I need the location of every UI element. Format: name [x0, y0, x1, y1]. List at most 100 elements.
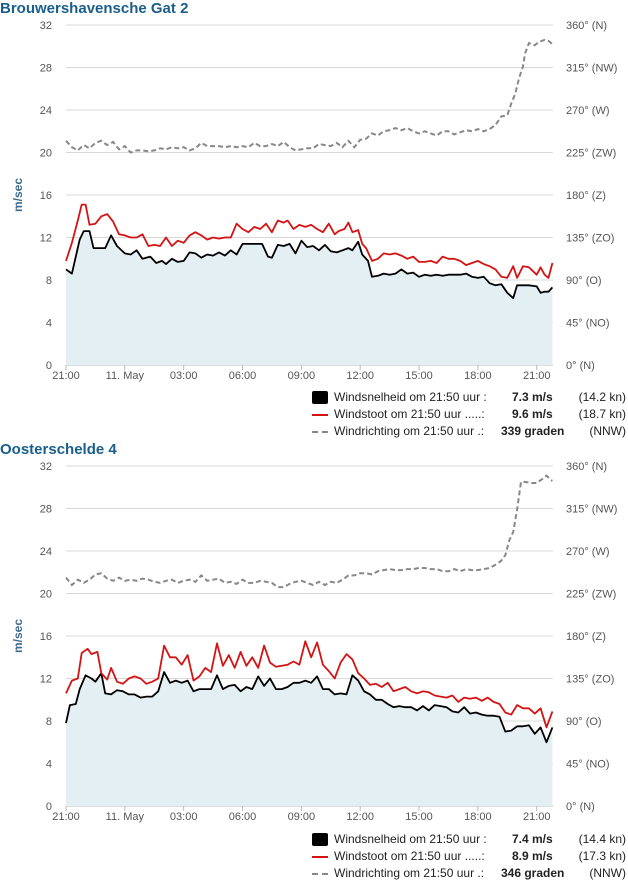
legend-item-windstoot[interactable]: Windstoot om 21:50 uur .....: 8.9 m/s (1…	[312, 848, 628, 865]
station-title: Brouwershavensche Gat 2	[0, 0, 189, 17]
y2-tick-label: 360° (N)	[566, 461, 607, 473]
y2-tick-label: 315° (NW)	[566, 63, 617, 75]
legend-unit: (14.4 kn)	[578, 832, 626, 846]
y2-tick-label: 90° (O)	[566, 275, 602, 287]
x-tick-label: 12:00	[346, 811, 374, 823]
x-tick-label: 21:00	[523, 370, 551, 382]
y2-tick-label: 180° (Z)	[566, 631, 606, 643]
legend-label: Windrichting om 21:50 uur .:	[334, 424, 485, 438]
legend-unit: (NNW)	[589, 424, 626, 438]
y-tick-label: 4	[46, 318, 52, 330]
windsnelheid-area	[66, 231, 553, 365]
legend-value: 7.4 m/s	[512, 832, 553, 846]
x-tick-label: 21:00	[52, 811, 80, 823]
legend-label: Windstoot om 21:50 uur .....:	[334, 849, 485, 863]
legend-value: 339 graden	[501, 424, 565, 438]
y2-tick-label: 0° (N)	[566, 360, 595, 372]
windsnelheid-series-line	[65, 671, 554, 744]
y-tick-label: 8	[46, 716, 52, 728]
windsnelheid-area	[66, 672, 553, 806]
y2-tick-label: 45° (NO)	[566, 318, 610, 330]
y-tick-label: 8	[46, 275, 52, 287]
x-tick-label: 21:00	[523, 811, 551, 823]
y-tick-label: 16	[40, 631, 52, 643]
station-panel-2: Oosterschelde 4 0 0° (N) 4 45° (NO) 8 90° (O)…	[0, 441, 628, 882]
x-tick-label: 09:00	[288, 811, 316, 823]
black-box-icon	[312, 833, 328, 846]
y-tick-label: 16	[40, 190, 52, 202]
legend-value: 8.9 m/s	[512, 849, 553, 863]
y2-tick-label: 225° (ZW)	[566, 148, 616, 160]
y2-tick-label: 270° (W)	[566, 105, 610, 117]
x-tick-label: 06:00	[229, 370, 257, 382]
y-tick-label: 12	[40, 233, 52, 245]
y-tick-label: 24	[40, 105, 52, 117]
x-tick-label: 21:00	[52, 370, 80, 382]
chart-legend: Windsnelheid om 21:50 uur : 7.4 m/s (14.…	[312, 831, 628, 882]
x-tick-label: 18:00	[464, 370, 492, 382]
x-tick-label: 03:00	[170, 811, 198, 823]
legend-value: 9.6 m/s	[512, 407, 553, 421]
x-tick-label: 12:00	[346, 370, 374, 382]
windrichting-series-line	[65, 38, 554, 154]
x-tick-label: 11. May	[106, 370, 145, 382]
y2-tick-label: 225° (ZW)	[566, 589, 616, 601]
x-tick-label: 06:00	[229, 811, 257, 823]
y-tick-label: 24	[40, 546, 52, 558]
legend-unit: (14.2 kn)	[578, 390, 626, 404]
legend-value: 7.3 m/s	[512, 390, 553, 404]
legend-label: Windrichting om 21:50 uur .:	[334, 866, 485, 880]
y-tick-label: 12	[40, 674, 52, 686]
legend-item-windrichting[interactable]: Windrichting om 21:50 uur .: 346 graden …	[312, 865, 628, 882]
y-tick-label: 28	[40, 504, 52, 516]
wind-chart: 0 0° (N) 4 45° (NO) 8 90° (O) 12 135° (ZO) 16 180…	[11, 461, 617, 823]
x-tick-label: 15:00	[405, 811, 433, 823]
y-tick-label: 20	[40, 589, 52, 601]
legend-label: Windsnelheid om 21:50 uur :	[334, 832, 487, 846]
y-tick-label: 0	[46, 360, 52, 372]
windstoot-series-line	[65, 203, 554, 279]
windrichting-series-line	[65, 474, 553, 589]
windstoot-series-line	[65, 640, 554, 729]
y-axis-title: m/sec	[11, 178, 25, 212]
station-panel-1: Brouwershavensche Gat 2 0 0° (N) 4 45° (NO)…	[0, 0, 628, 440]
red-line-icon	[312, 856, 328, 858]
x-tick-label: 15:00	[405, 370, 433, 382]
red-line-icon	[312, 414, 328, 416]
x-tick-label: 18:00	[464, 811, 492, 823]
y2-tick-label: 315° (NW)	[566, 504, 617, 516]
y2-tick-label: 0° (N)	[566, 801, 595, 813]
wind-chart: 0 0° (N) 4 45° (NO) 8 90° (O) 12 135° (ZO) 16 180…	[11, 20, 617, 382]
y-tick-label: 0	[46, 801, 52, 813]
legend-value: 346 graden	[501, 866, 565, 880]
legend-item-windstoot[interactable]: Windstoot om 21:50 uur .....: 9.6 m/s (1…	[312, 406, 628, 423]
legend-item-windsnelheid[interactable]: Windsnelheid om 21:50 uur : 7.3 m/s (14.…	[312, 389, 628, 406]
legend-item-windrichting[interactable]: Windrichting om 21:50 uur .: 339 graden …	[312, 423, 628, 440]
gray-dashed-line-icon	[312, 431, 328, 433]
y2-tick-label: 270° (W)	[566, 546, 610, 558]
x-tick-label: 11. May	[106, 811, 145, 823]
x-tick-label: 03:00	[170, 370, 198, 382]
gray-dashed-line-icon	[312, 873, 328, 875]
chart-legend: Windsnelheid om 21:50 uur : 7.3 m/s (14.…	[312, 389, 628, 440]
y2-tick-label: 360° (N)	[566, 20, 607, 32]
windsnelheid-series-line	[65, 230, 554, 299]
legend-unit: (18.7 kn)	[578, 407, 626, 421]
legend-unit: (NNW)	[589, 866, 626, 880]
legend-label: Windsnelheid om 21:50 uur :	[334, 390, 487, 404]
y-tick-label: 28	[40, 63, 52, 75]
y-axis-title: m/sec	[11, 619, 25, 653]
y2-tick-label: 135° (ZO)	[566, 233, 614, 245]
y2-tick-label: 135° (ZO)	[566, 674, 614, 686]
legend-label: Windstoot om 21:50 uur .....:	[334, 407, 485, 421]
y-tick-label: 32	[40, 20, 52, 32]
black-box-icon	[312, 391, 328, 404]
legend-item-windsnelheid[interactable]: Windsnelheid om 21:50 uur : 7.4 m/s (14.…	[312, 831, 628, 848]
y-tick-label: 32	[40, 461, 52, 473]
legend-unit: (17.3 kn)	[578, 849, 626, 863]
x-tick-label: 09:00	[288, 370, 316, 382]
y2-tick-label: 90° (O)	[566, 716, 602, 728]
y-tick-label: 20	[40, 148, 52, 160]
y-tick-label: 4	[46, 759, 52, 771]
y2-tick-label: 180° (Z)	[566, 190, 606, 202]
